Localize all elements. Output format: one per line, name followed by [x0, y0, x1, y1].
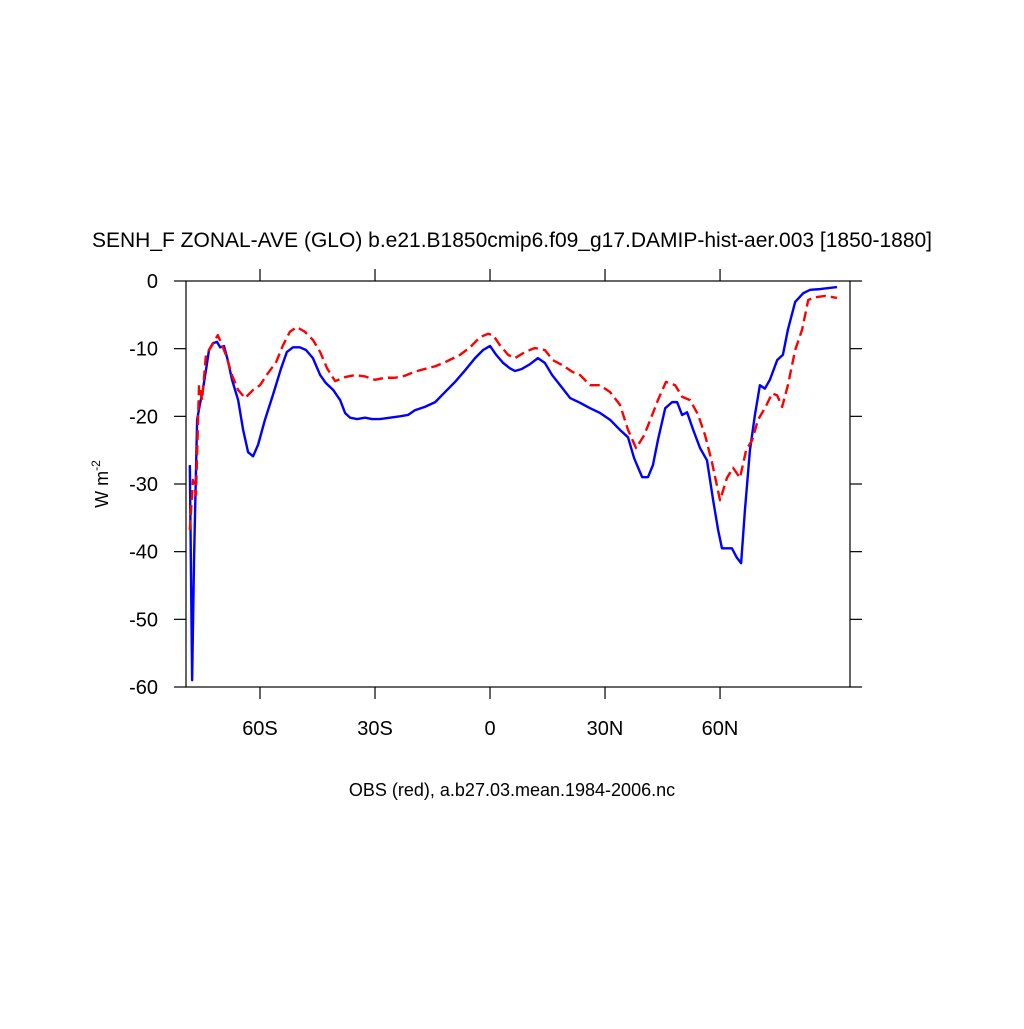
data-line	[188, 285, 838, 682]
chart-title: SENH_F ZONAL-AVE (GLO) b.e21.B1850cmip6.…	[92, 229, 932, 252]
y-tick-label: 0	[147, 271, 158, 293]
x-axis-label: OBS (red), a.b27.03.mean.1984-2006.nc	[349, 780, 675, 800]
x-tick-label: 60S	[242, 718, 278, 740]
data-line	[188, 294, 838, 531]
x-tick-label: 30N	[587, 718, 624, 740]
y-axis-label-text: W m	[92, 471, 112, 508]
y-tick-label: -30	[129, 474, 158, 496]
y-tick-label: -50	[129, 609, 158, 631]
y-axis-label: W m-2	[89, 460, 112, 508]
y-tick-label: -20	[129, 406, 158, 428]
y-tick-label: -10	[129, 339, 158, 361]
x-tick-label: 60N	[702, 718, 739, 740]
y-tick-label: -60	[129, 677, 158, 699]
y-tick-label: -40	[129, 542, 158, 564]
x-tick-label: 30S	[357, 718, 393, 740]
y-axis-label-exponent: -2	[89, 460, 103, 471]
x-tick-label: 0	[484, 718, 495, 740]
